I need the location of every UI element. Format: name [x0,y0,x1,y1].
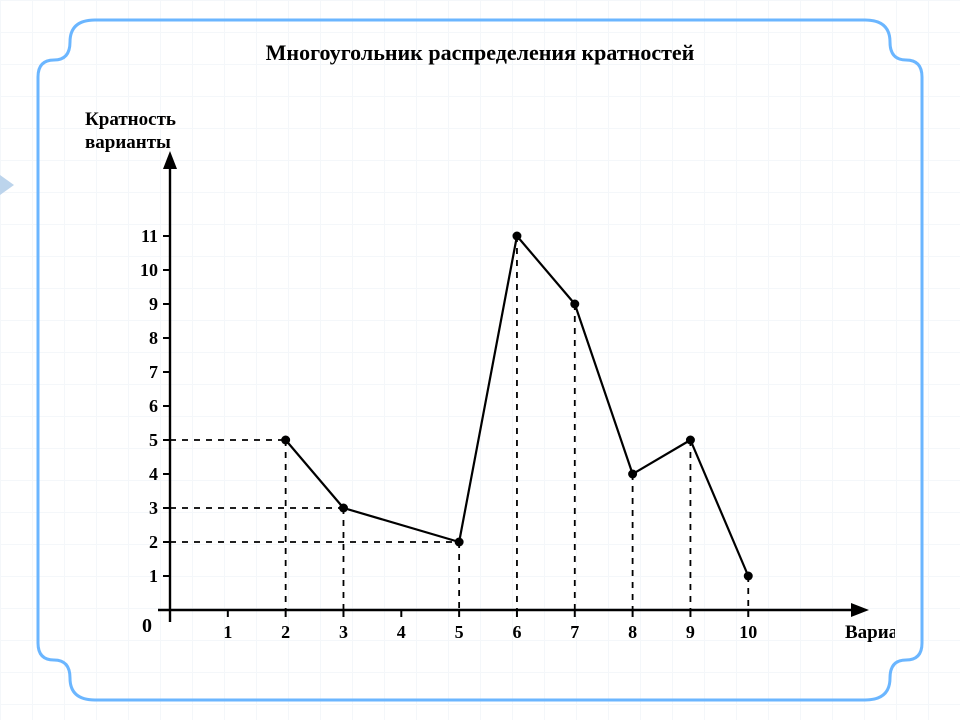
chart-area: Кратностьварианты12345678910111234567891… [75,100,895,670]
svg-text:2: 2 [149,532,158,552]
svg-text:6: 6 [512,622,521,642]
svg-text:7: 7 [570,622,579,642]
svg-text:Кратность: Кратность [85,109,176,130]
svg-text:10: 10 [739,622,757,642]
svg-text:2: 2 [281,622,290,642]
svg-text:10: 10 [140,260,158,280]
svg-text:3: 3 [149,498,158,518]
svg-text:9: 9 [686,622,695,642]
svg-text:7: 7 [149,362,158,382]
svg-text:0: 0 [142,615,152,637]
svg-text:6: 6 [149,396,158,416]
svg-text:8: 8 [149,328,158,348]
svg-text:Варианта: Варианта [845,622,895,643]
slide-marker-icon [0,175,14,195]
chart-title: Многоугольник распределения кратностей [0,40,960,66]
svg-text:9: 9 [149,294,158,314]
svg-text:11: 11 [141,226,158,246]
svg-text:варианты: варианты [85,132,171,153]
svg-text:4: 4 [149,464,158,484]
svg-text:5: 5 [455,622,464,642]
svg-text:5: 5 [149,430,158,450]
svg-text:8: 8 [628,622,637,642]
svg-text:1: 1 [223,622,232,642]
svg-text:3: 3 [339,622,348,642]
svg-text:1: 1 [149,566,158,586]
svg-text:4: 4 [397,622,406,642]
